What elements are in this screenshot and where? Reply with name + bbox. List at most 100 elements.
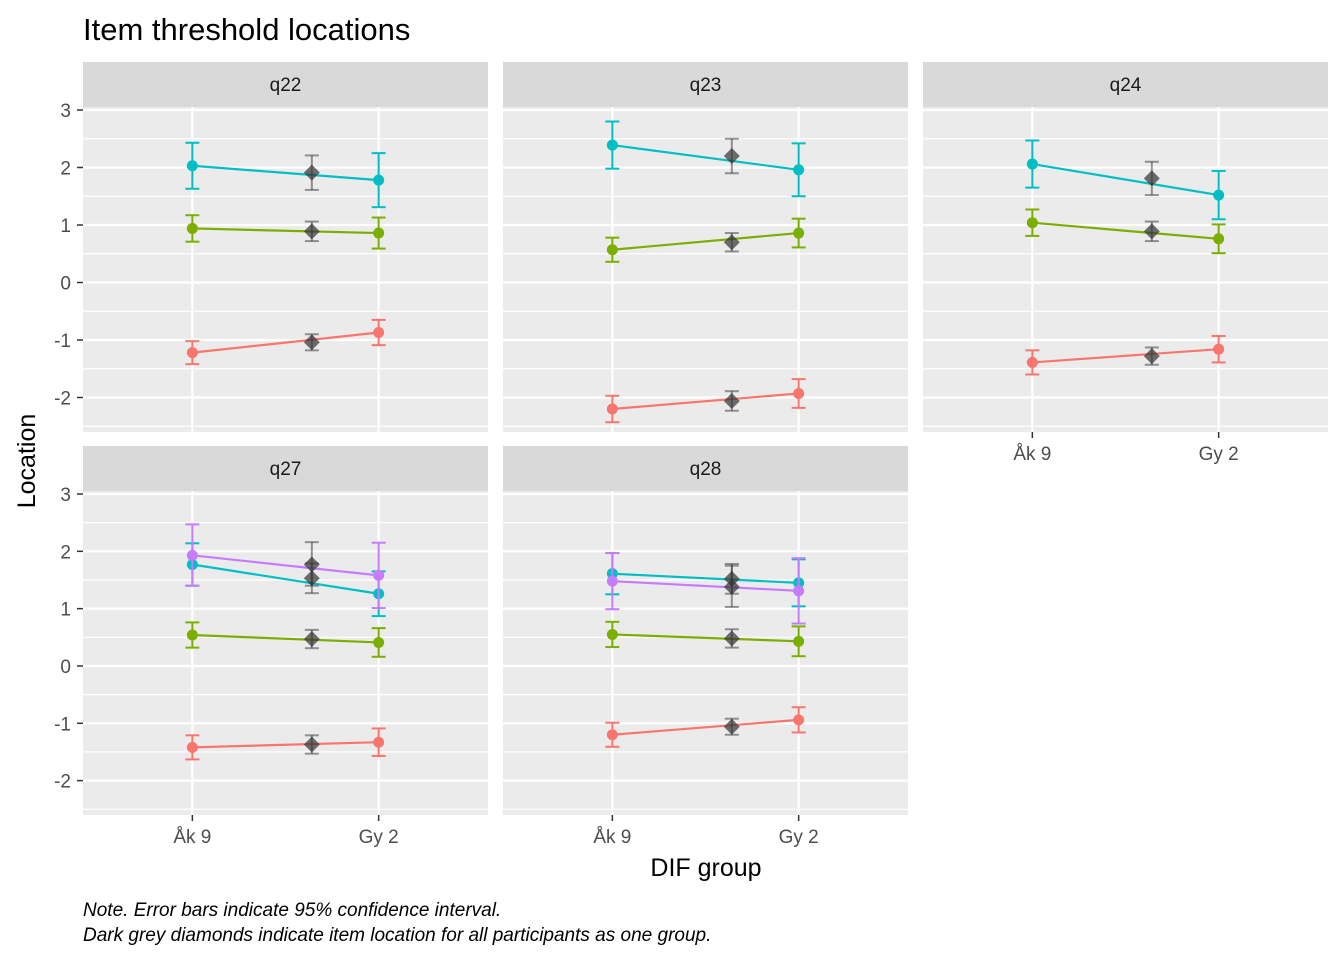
strip-label-q24: q24 [1110,75,1142,96]
x-tick-label: Gy 2 [779,827,819,848]
overall-diamond [303,334,320,351]
y-axis-title: Location [13,414,41,509]
overall-diamond [723,148,740,164]
overall-diamond [1143,223,1160,240]
point-aak9 [1026,158,1038,170]
threshold-4-q28 [605,552,806,625]
series-line [612,392,799,411]
strip-q24 [923,62,1328,107]
point-gy2 [373,736,385,748]
overall-diamond [723,630,740,647]
y-tick-label: -2 [54,389,71,410]
strip-q23 [503,62,908,107]
overall-diamond [303,556,320,573]
panel-bg-q28 [503,491,908,815]
threshold-1-q22 [185,318,386,366]
strip-label-q27: q27 [270,459,302,480]
threshold-2-q24 [1025,208,1226,255]
overall-diamond [303,223,320,240]
point-gy2 [793,227,805,239]
point-gy2 [1213,343,1225,355]
x-tick-label: Gy 2 [359,827,399,848]
point-aak9 [606,139,618,151]
point-gy2 [373,174,385,186]
x-axis-title: DIF group [650,854,761,882]
x-tick-label: Åk 9 [593,827,631,848]
series-line [612,572,799,584]
point-aak9 [186,160,198,172]
overall-diamond [303,631,320,648]
panel-q28: q28 Åk 9 Gy 2 [503,446,908,848]
threshold-3-q23 [605,120,806,198]
point-gy2 [793,585,805,597]
series-line [192,331,379,354]
series-line [192,633,379,644]
y-tick-label: -1 [54,714,71,735]
series-line [192,227,379,235]
chart-title: Item threshold locations [83,12,410,47]
series-line [192,554,379,577]
point-aak9 [186,347,198,359]
panel-q27: q27 -2 -1 0 1 2 3 Åk 9 Gy 2 [54,446,488,848]
overall-diamond [1143,170,1160,187]
y-tick-label: 1 [60,600,71,621]
strip-q28 [503,446,908,491]
point-aak9 [1026,356,1038,368]
panel-bg-q27 [83,491,488,815]
threshold-2-q22 [185,214,386,250]
point-aak9 [186,222,198,234]
y-tick-label: 0 [60,657,71,678]
series-line [612,633,799,643]
overall-diamond [303,164,320,181]
overall-diamond [723,718,740,735]
point-aak9 [606,575,618,587]
point-aak9 [186,741,198,753]
point-gy2 [793,635,805,647]
series-line [612,718,799,736]
series-line [1032,348,1219,364]
point-aak9 [606,403,618,415]
point-gy2 [373,327,385,339]
point-aak9 [1026,217,1038,229]
panels-layer: q22 -2 -1 0 1 2 3 q23 q24 Åk 9 Gy 2 q27 -2 -1 0 1 2 3 Åk 9… [54,62,1328,848]
panel-q24: q24 Åk 9 Gy 2 [923,62,1328,465]
point-gy2 [1213,189,1225,201]
panel-bg-q24 [923,107,1328,432]
overall-diamond [723,234,740,251]
threshold-1-q23 [605,378,806,424]
threshold-3-q22 [185,141,386,209]
point-gy2 [793,387,805,399]
strip-q22 [83,62,488,107]
y-tick-label: 3 [60,485,71,506]
point-aak9 [606,244,618,256]
series-line [1032,221,1219,240]
point-gy2 [373,569,385,581]
overall-diamond [723,578,740,595]
point-aak9 [186,629,198,641]
series-line [612,580,799,592]
threshold-1-q24 [1025,334,1226,376]
y-tick-label: 0 [60,274,71,295]
y-tick-label: 2 [60,542,71,563]
point-gy2 [793,164,805,176]
threshold-1-q28 [605,706,806,748]
strip-label-q22: q22 [270,75,302,96]
y-tick-label: 1 [60,216,71,237]
threshold-1-q27 [185,727,386,761]
series-line [192,164,379,182]
panel-bg-q23 [503,107,908,432]
threshold-3-q24 [1025,139,1226,221]
x-tick-label: Åk 9 [1013,444,1051,465]
series-line [1032,162,1219,197]
y-tick-label: 2 [60,159,71,180]
threshold-4-q27 [185,523,386,610]
overall-diamond [303,736,320,753]
caption-line-2: Dark grey diamonds indicate item locatio… [83,925,711,946]
point-aak9 [606,628,618,640]
point-gy2 [1213,233,1225,245]
series-line [612,143,799,171]
point-gy2 [373,636,385,648]
series-line [192,741,379,749]
panel-bg-q22 [83,107,488,432]
